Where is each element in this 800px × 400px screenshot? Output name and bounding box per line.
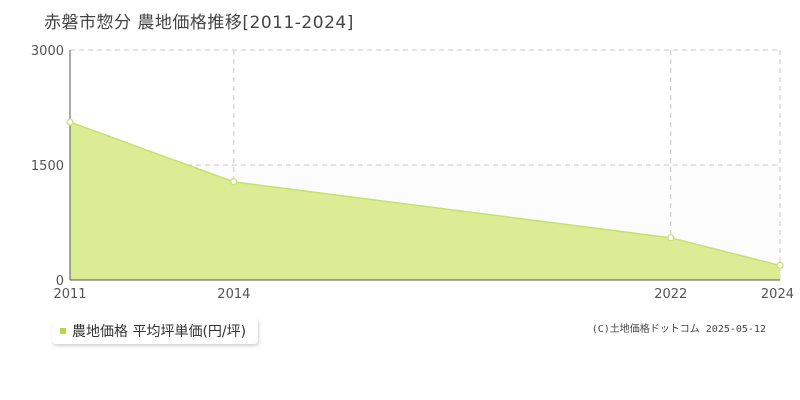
data-point-2024 bbox=[776, 261, 784, 270]
area-series bbox=[69, 121, 781, 280]
data-point-2014 bbox=[230, 178, 238, 186]
series-line bbox=[69, 121, 781, 267]
axes bbox=[69, 50, 780, 281]
x-tick-label-2011: 2011 bbox=[53, 287, 86, 302]
chart-title: 赤磐市惣分 農地価格推移[2011-2024] bbox=[44, 13, 354, 33]
data-points bbox=[66, 118, 784, 270]
data-point-2011 bbox=[66, 118, 74, 126]
legend-label: 農地価格 平均坪単価(円/坪) bbox=[72, 324, 247, 340]
legend-swatch bbox=[60, 328, 66, 334]
legend: 農地価格 平均坪単価(円/坪) bbox=[52, 318, 259, 344]
y-tick-label-0: 0 bbox=[56, 274, 64, 289]
y-tick-label-3000: 3000 bbox=[31, 44, 64, 59]
data-point-2022 bbox=[667, 234, 675, 242]
plot-bg-top bbox=[70, 50, 780, 165]
x-tick-label-2022: 2022 bbox=[654, 287, 687, 302]
series-area bbox=[70, 122, 780, 280]
x-tick-label-2014: 2014 bbox=[217, 287, 250, 302]
x-tick-label-2024: 2024 bbox=[761, 287, 794, 302]
y-tick-label-1500: 1500 bbox=[31, 159, 64, 174]
x-tick-labels: 2011 2014 2022 2024 bbox=[53, 287, 794, 302]
y-tick-labels: 0 1500 3000 bbox=[31, 44, 64, 289]
copyright: (C)土地価格ドットコム 2025-05-12 bbox=[591, 324, 766, 335]
